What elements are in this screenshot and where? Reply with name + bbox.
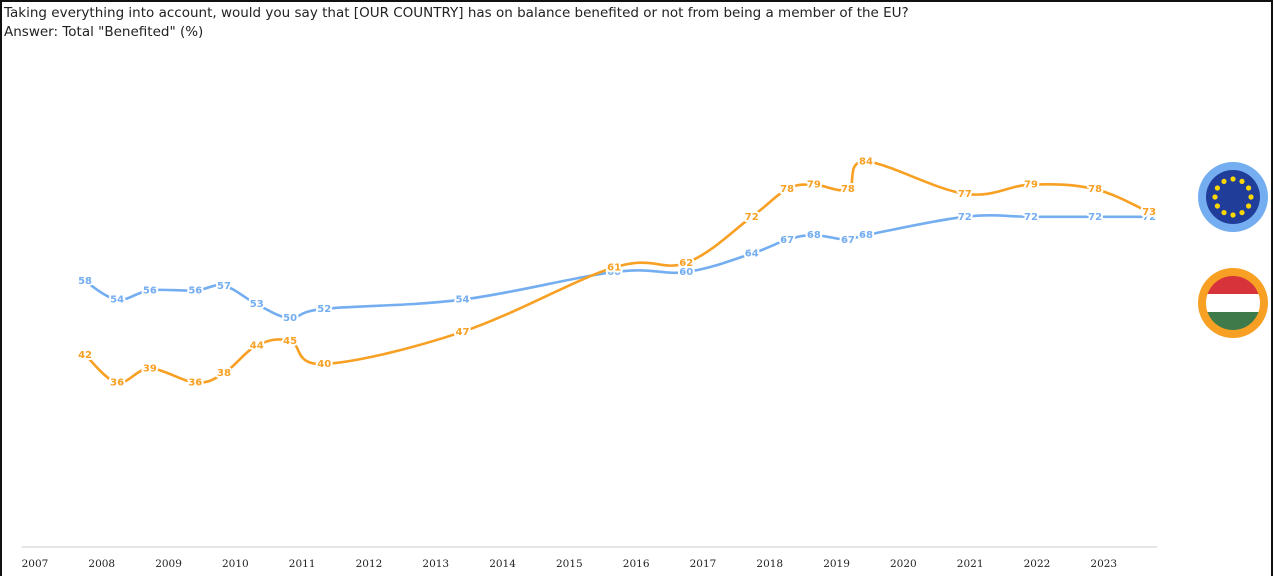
value-label: 61 [607,262,621,273]
series-line [84,160,1150,384]
x-tick-label: 2022 [1024,558,1051,570]
value-label: 78 [1088,184,1102,195]
x-tick-label: 2008 [88,558,115,570]
value-label: 79 [807,180,821,191]
value-label: 36 [110,377,124,388]
x-tick-label: 2010 [222,558,249,570]
value-label: 68 [859,230,873,241]
value-label: 78 [780,184,794,195]
x-tick-label: 2013 [422,558,449,570]
value-label: 62 [679,258,693,269]
x-tick-label: 2009 [155,558,182,570]
value-label: 58 [78,276,92,287]
value-label: 64 [745,249,759,260]
value-label: 54 [110,295,124,306]
value-label: 47 [456,327,470,338]
x-tick-label: 2019 [823,558,850,570]
value-label: 44 [250,341,264,352]
series-line [84,214,1150,320]
star [1245,203,1252,209]
value-label: 73 [1142,207,1156,218]
value-label: 72 [745,212,759,223]
star [1230,212,1236,218]
value-label: 68 [807,230,821,241]
x-tick-label: 2012 [356,558,383,570]
value-label: 72 [958,212,972,223]
x-tick-label: 2020 [890,558,917,570]
value-label: 72 [1142,212,1156,223]
value-label: 40 [317,359,331,370]
value-label: 60 [607,267,621,278]
value-label: 67 [841,235,855,246]
hu-flag [1206,276,1260,330]
star [1230,176,1236,182]
x-tick-label: 2014 [489,558,516,570]
value-label: 78 [841,184,855,195]
star [1239,209,1245,216]
x-tick-label: 2011 [289,558,316,570]
star [1212,194,1218,200]
x-tick-label: 2007 [22,558,49,570]
value-label: 39 [143,364,157,375]
chart-title: Taking everything into account, would yo… [3,5,909,21]
value-label: 45 [283,336,297,347]
value-label: 60 [679,267,693,278]
value-label: 50 [283,313,297,324]
value-label: 84 [859,157,873,168]
value-label: 67 [780,235,794,246]
x-tick-label: 2018 [756,558,783,570]
star [1239,178,1245,185]
star [1245,185,1252,191]
value-label: 53 [250,299,264,310]
legend [1198,162,1268,338]
value-label: 38 [217,368,231,379]
value-label: 56 [188,285,202,296]
value-label: 54 [456,295,470,306]
value-label: 52 [317,304,331,315]
x-tick-label: 2023 [1090,558,1117,570]
star [1221,178,1227,185]
chart-subtitle: Answer: Total "Benefited" (%) [4,24,203,40]
star [1221,209,1227,216]
value-label: 36 [188,377,202,388]
x-tick-label: 2015 [556,558,583,570]
value-label: 72 [1024,212,1038,223]
value-label: 77 [958,189,972,200]
value-label: 57 [217,281,231,292]
x-tick-label: 2021 [957,558,984,570]
star [1214,185,1221,191]
x-tick-label: 2016 [623,558,650,570]
star [1214,203,1221,209]
eu-flag [1206,170,1260,224]
x-tick-label: 2017 [690,558,717,570]
value-label: 42 [78,350,92,361]
value-label: 79 [1024,180,1038,191]
value-label: 56 [143,285,157,296]
star [1248,194,1254,200]
eu-stars [1212,176,1254,218]
value-label: 72 [1088,212,1102,223]
